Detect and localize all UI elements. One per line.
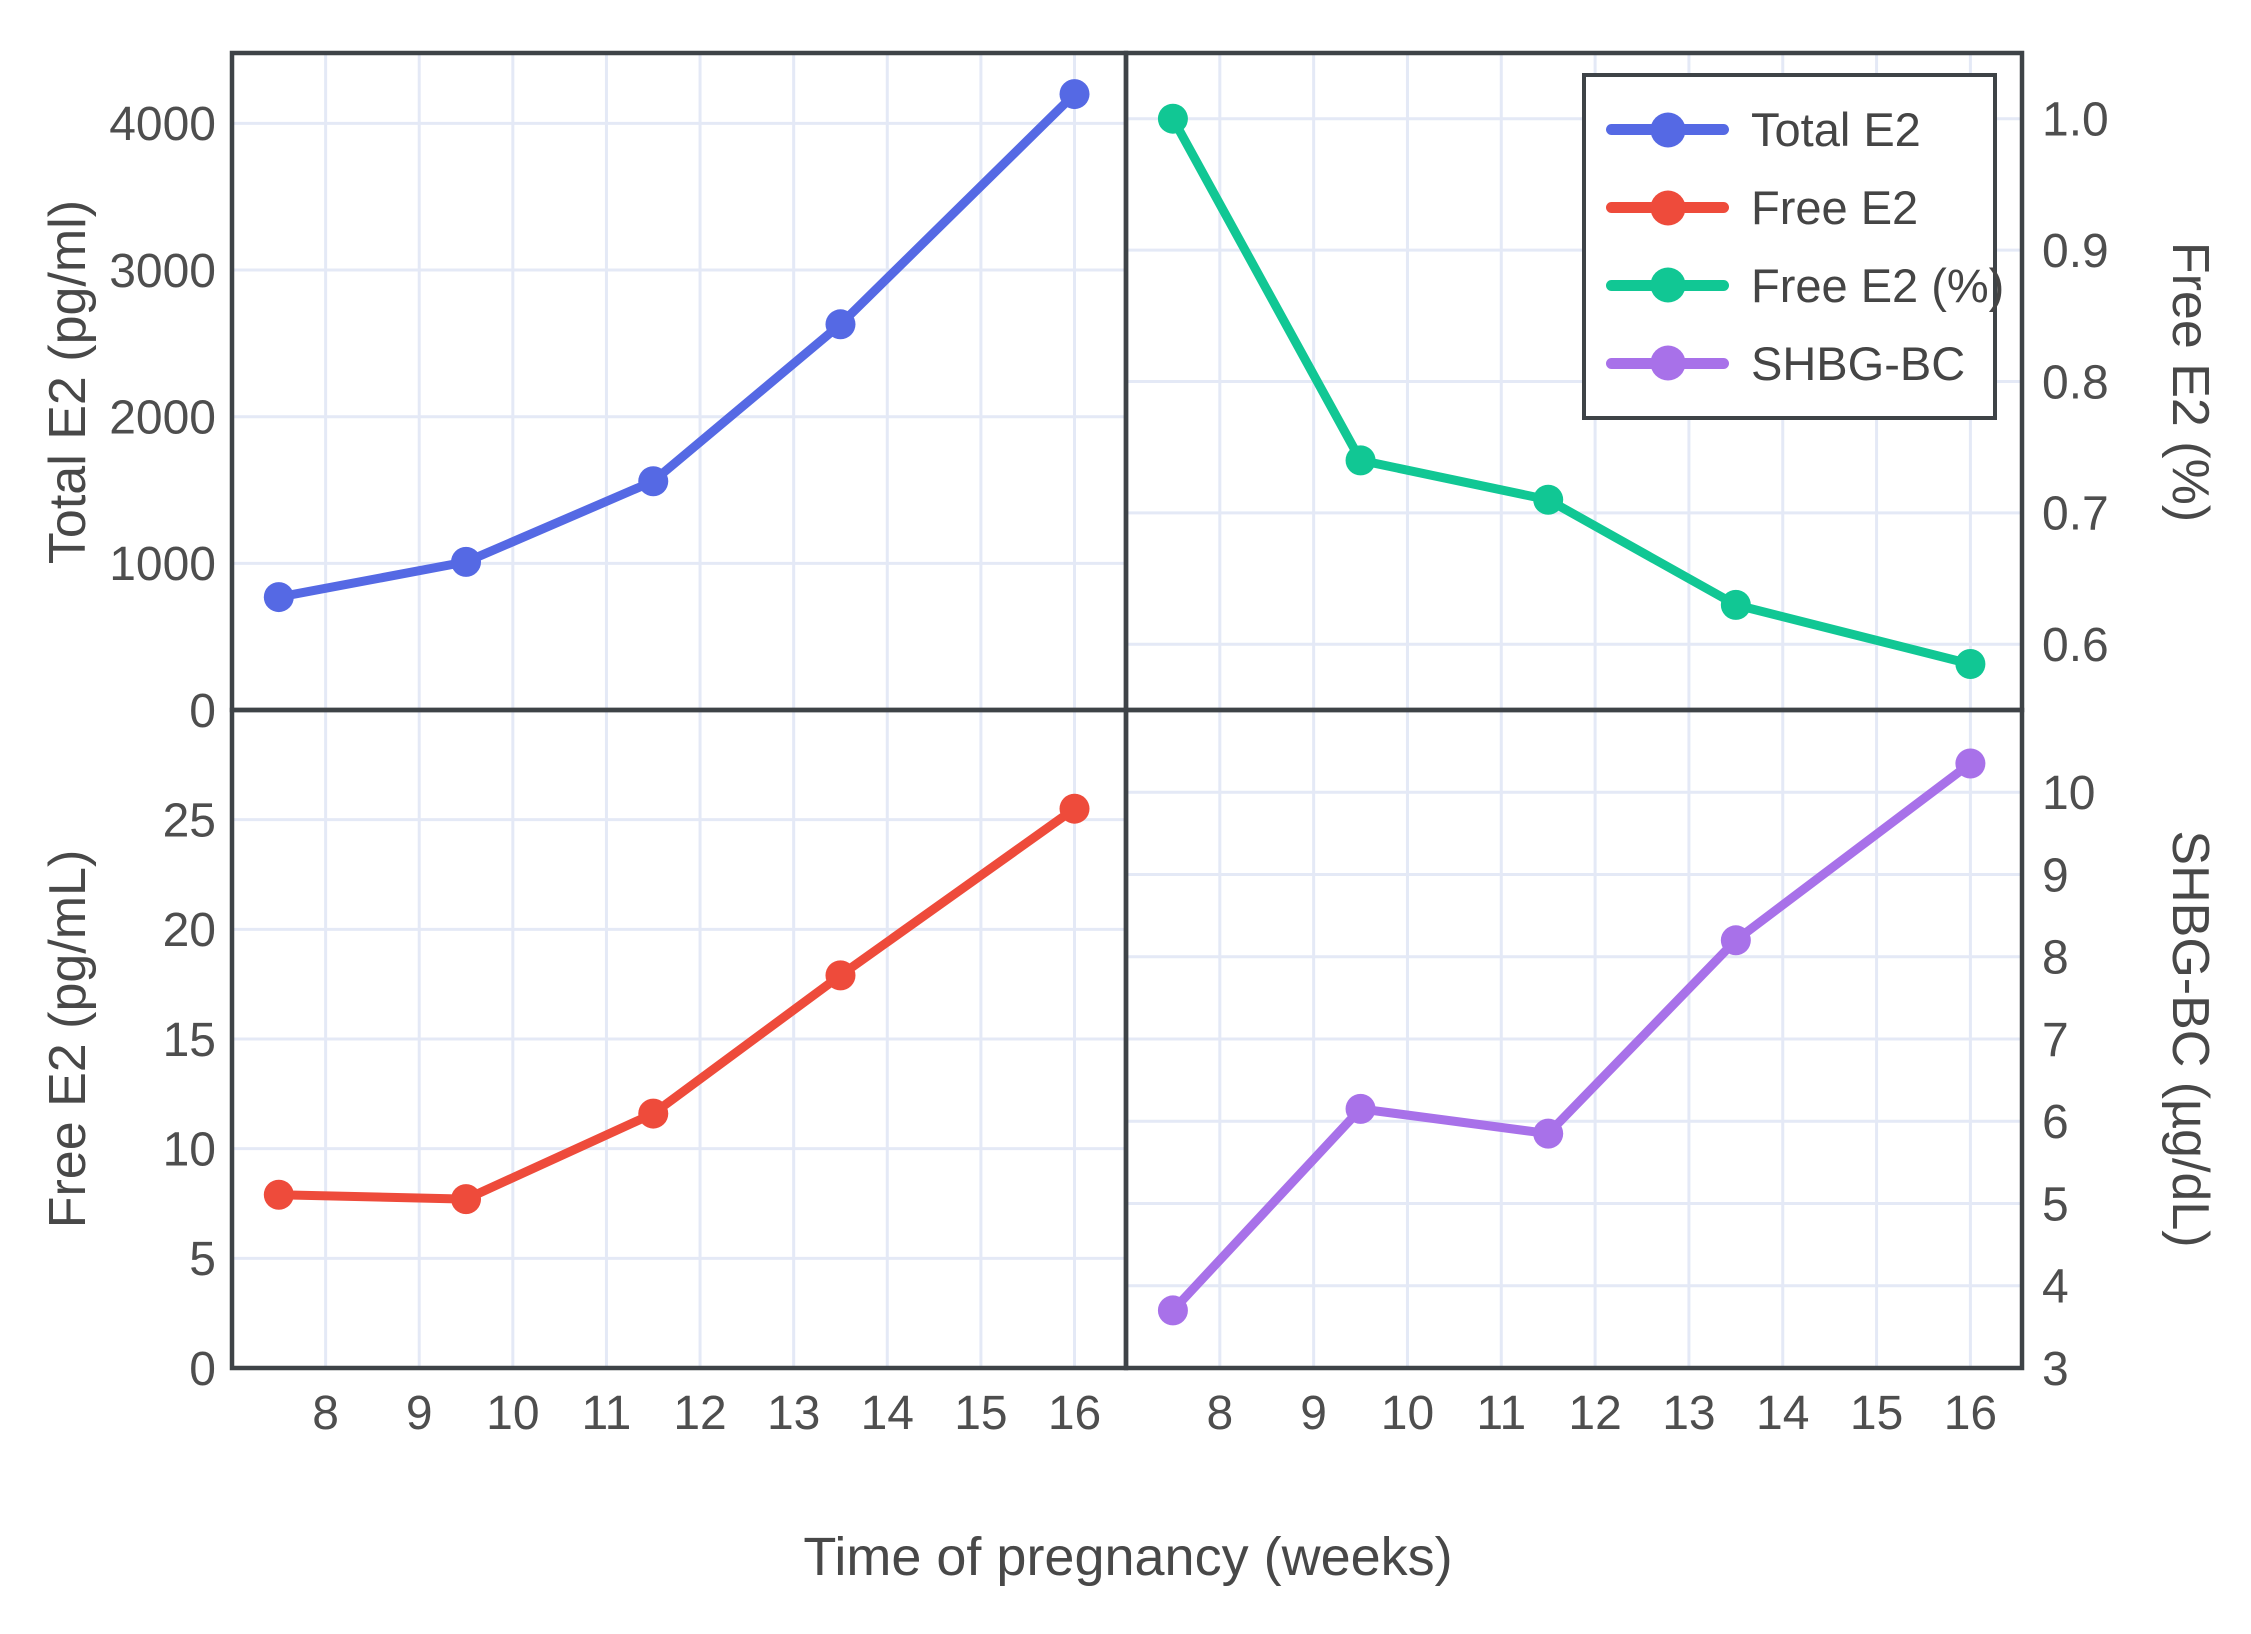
y-tick-label: 20 (163, 904, 216, 957)
legend-item-total-e2: Total E2 (1606, 102, 1983, 157)
x-tick-label: 8 (1206, 1387, 1233, 1440)
data-point-marker (1059, 79, 1090, 110)
data-point-marker (1720, 925, 1751, 956)
x-tick-label: 12 (673, 1387, 726, 1440)
y-tick-label: 5 (189, 1233, 216, 1286)
legend-line-swatch (1606, 190, 1729, 226)
x-axis-label: Time of pregnancy (weeks) (803, 1527, 1453, 1587)
legend-item-label: Free E2 (1751, 181, 1919, 235)
data-point-marker (1720, 589, 1751, 620)
x-tick-label: 15 (1850, 1387, 1903, 1440)
y-tick-label: 3000 (109, 245, 216, 298)
data-point-marker (638, 1098, 669, 1129)
x-tick-label: 8 (312, 1387, 339, 1440)
legend-item-shbg-bc: SHBG-BC (1606, 336, 1983, 391)
legend-line-swatch (1606, 345, 1729, 381)
legend-marker-dot (1650, 345, 1685, 381)
y-tick-label: 1000 (109, 538, 216, 591)
x-tick-label: 10 (486, 1387, 539, 1440)
y-tick-label: 0.6 (2042, 619, 2109, 672)
y-axis-label-shbg-bc: SHBG-BC (µg/dL) (2161, 830, 2219, 1248)
x-tick-label: 11 (582, 1387, 632, 1440)
x-tick-label: 13 (767, 1387, 820, 1440)
x-tick-label: 12 (1568, 1387, 1621, 1440)
x-tick-label: 14 (861, 1387, 914, 1440)
data-point-marker (263, 582, 294, 613)
y-tick-label: 0.9 (2042, 225, 2109, 278)
panel-background (232, 53, 1126, 710)
data-point-marker (263, 1179, 294, 1210)
data-point-marker (1955, 748, 1986, 779)
data-point-marker (451, 546, 482, 577)
y-tick-label: 8 (2042, 932, 2069, 985)
data-point-marker (1533, 484, 1564, 515)
legend-line-swatch (1606, 267, 1729, 303)
y-tick-label: 6 (2042, 1096, 2069, 1149)
y-tick-label: 10 (163, 1123, 216, 1176)
y-tick-label: 10 (2042, 767, 2095, 820)
y-tick-label: 5 (2042, 1178, 2069, 1231)
x-tick-label: 10 (1381, 1387, 1434, 1440)
y-axis-label-free-e2: Free E2 (pg/mL) (39, 849, 97, 1229)
legend-item-label: Total E2 (1751, 103, 1921, 157)
y-tick-label: 25 (163, 794, 216, 847)
y-tick-label: 9 (2042, 849, 2069, 902)
data-point-marker (1533, 1118, 1564, 1149)
y-tick-label: 0 (189, 685, 216, 738)
data-point-marker (1157, 103, 1188, 134)
legend-item-label: SHBG-BC (1751, 336, 1966, 390)
y-tick-label: 4000 (109, 98, 216, 151)
legend-item-free-e2-pct: Free E2 (%) (1606, 258, 2004, 313)
data-point-marker (1345, 445, 1376, 476)
legend-marker-dot (1650, 112, 1685, 148)
y-axis-label-total-e2: Total E2 (pg/ml) (39, 199, 97, 565)
legend-marker-dot (1650, 190, 1685, 226)
data-point-marker (825, 960, 856, 991)
y-tick-label: 3 (2042, 1343, 2069, 1396)
x-tick-label: 9 (406, 1387, 433, 1440)
legend-line-swatch (1606, 112, 1729, 148)
data-point-marker (1157, 1295, 1188, 1326)
y-tick-label: 15 (163, 1014, 216, 1067)
legend-item-free-e2: Free E2 (1606, 180, 1983, 235)
y-axis-label-free-e2-pct: Free E2 (%) (2161, 241, 2219, 523)
y-tick-label: 0 (189, 1343, 216, 1396)
data-point-marker (638, 466, 669, 497)
x-tick-label: 15 (954, 1387, 1007, 1440)
legend-marker-dot (1650, 267, 1685, 303)
data-point-marker (1345, 1093, 1376, 1124)
x-tick-label: 13 (1662, 1387, 1715, 1440)
x-tick-label: 16 (1944, 1387, 1997, 1440)
y-tick-label: 1.0 (2042, 94, 2109, 147)
y-tick-label: 0.8 (2042, 356, 2109, 409)
legend-item-label: Free E2 (%) (1751, 258, 2005, 312)
y-tick-label: 0.7 (2042, 488, 2109, 541)
data-point-marker (1955, 649, 1986, 680)
y-tick-label: 2000 (109, 391, 216, 444)
x-tick-label: 14 (1756, 1387, 1809, 1440)
y-tick-label: 7 (2042, 1014, 2069, 1067)
legend: Total E2 Free E2 Free E2 (%) SHBG-BC (1582, 73, 2004, 420)
x-tick-label: 16 (1048, 1387, 1101, 1440)
x-tick-label: 11 (1476, 1387, 1526, 1440)
panel-border (1123, 707, 2025, 1371)
y-tick-label: 4 (2042, 1261, 2069, 1314)
data-point-marker (825, 309, 856, 340)
data-point-marker (1059, 793, 1090, 824)
x-tick-label: 9 (1300, 1387, 1327, 1440)
data-point-marker (451, 1184, 482, 1215)
